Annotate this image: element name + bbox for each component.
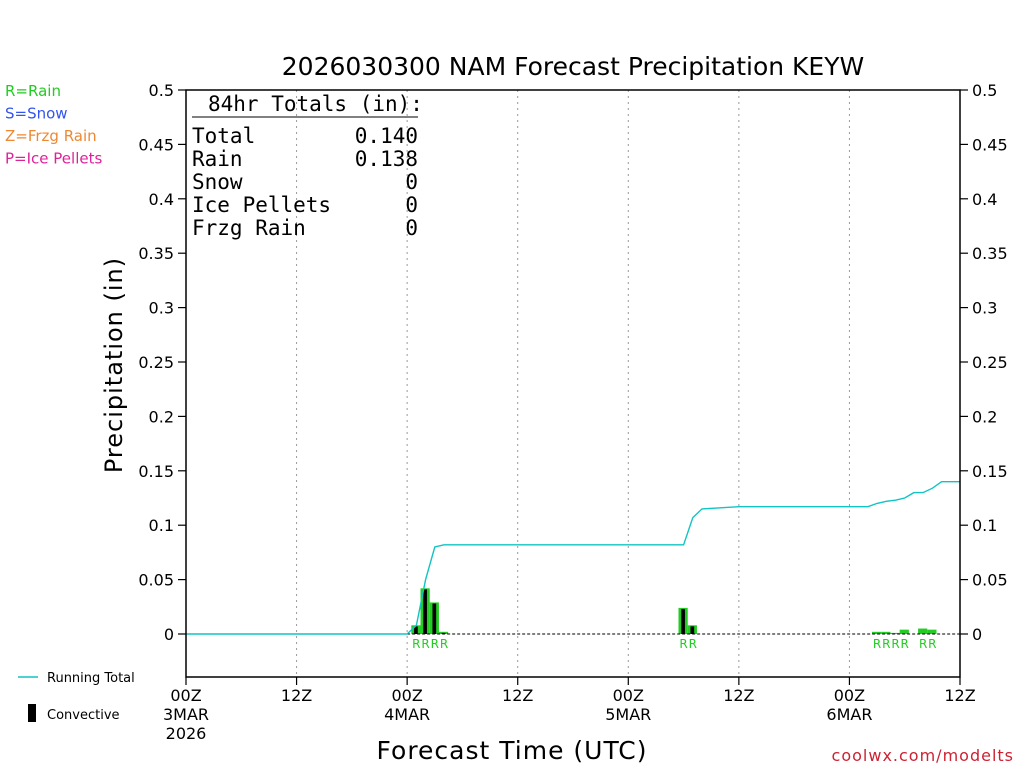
x-tick-label: 6MAR: [826, 705, 872, 724]
y-tick-label-right: 0.2: [972, 407, 997, 426]
ptype-label: R: [412, 637, 420, 651]
ptype-label: R: [679, 637, 687, 651]
x-tick-label: 12Z: [502, 686, 533, 705]
convective-bar: [690, 626, 695, 634]
ptype-label: R: [882, 637, 890, 651]
plot-frame: [185, 89, 961, 678]
y-axis-left: 0 0.05 0.1 0.15 0.2 0.25 0.3 0.35 0.4 0.45 0.5: [138, 81, 186, 644]
x-tick-label: 00Z: [613, 686, 644, 705]
y-tick-label-right: 0.05: [972, 571, 1008, 590]
x-tick-label: 00Z: [834, 686, 865, 705]
x-tick-label: 2026: [166, 724, 207, 743]
y-axis-label: Precipitation (in): [100, 257, 128, 473]
rain-bar: [872, 631, 882, 634]
convective-legend-swatch: [28, 704, 36, 722]
y-tick-label-left: 0.5: [149, 81, 174, 100]
rain-bar: [927, 629, 937, 634]
ptype-label: R: [440, 637, 448, 651]
ptype-legend-item: S=Snow: [5, 105, 68, 123]
ptype-label: R: [901, 637, 909, 651]
convective-bar: [432, 603, 437, 634]
ptype-label: R: [891, 637, 899, 651]
y-tick-label-left: 0.25: [138, 353, 174, 372]
x-tick-label: 3MAR: [163, 705, 209, 724]
y-tick-label-left: 0.1: [149, 516, 174, 535]
y-tick-label-right: 0.25: [972, 353, 1008, 372]
convective-bar: [441, 632, 446, 634]
totals-row-value: 0: [405, 170, 418, 194]
ptype-label: R: [689, 637, 697, 651]
y-tick-label-left: 0.35: [138, 244, 174, 263]
ptype-label: R: [431, 637, 439, 651]
ptype-legend-item: P=Ice Pellets: [5, 150, 102, 168]
ptype-label: R: [873, 637, 881, 651]
rain-bar: [918, 628, 928, 634]
y-tick-label-left: 0.2: [149, 407, 174, 426]
rain-bar: [881, 631, 891, 634]
totals-row-label: Frzg Rain: [192, 216, 306, 240]
y-tick-label-left: 0.4: [149, 190, 174, 209]
chart-title: 2026030300 NAM Forecast Precipitation KE…: [282, 52, 864, 81]
ptype-label: R: [919, 637, 927, 651]
y-tick-label-right: 0.35: [972, 244, 1008, 263]
ptype-label: R: [421, 637, 429, 651]
y-tick-label-right: 0.5: [972, 81, 997, 100]
y-tick-label-right: 0.1: [972, 516, 997, 535]
y-tick-label-right: 0.45: [972, 135, 1008, 154]
convective-bar: [414, 626, 418, 634]
grid-lines: [296, 90, 850, 677]
totals-row-label: Total: [192, 124, 255, 148]
ptype-legend: R=Rain S=Snow Z=Frzg Rain P=Ice Pellets: [5, 82, 102, 168]
ptype-label: R: [928, 637, 936, 651]
convective-bar: [423, 589, 427, 634]
x-tick-label: 00Z: [391, 686, 422, 705]
convective-bar: [681, 608, 685, 634]
totals-row-value: 0: [405, 216, 418, 240]
totals-row-label: Snow: [192, 170, 243, 194]
totals-box: 84hr Totals (in): Total 0.140 Rain 0.138 Sno…: [192, 92, 423, 240]
x-tick-label: 00Z: [170, 686, 201, 705]
rain-bar: [890, 632, 900, 634]
y-tick-label-right: 0: [972, 625, 982, 644]
x-tick-label: 4MAR: [384, 705, 430, 724]
totals-header: 84hr Totals (in):: [208, 92, 423, 116]
ptype-legend-item: R=Rain: [5, 82, 61, 100]
x-tick-label: 12Z: [723, 686, 754, 705]
y-tick-label-left: 0: [164, 625, 174, 644]
credit-text: coolwx.com/modelts: [832, 746, 1014, 765]
y-tick-label-right: 0.15: [972, 462, 1008, 481]
convective-legend-label: Convective: [47, 708, 120, 723]
y-tick-label-left: 0.05: [138, 571, 174, 590]
totals-row-value: 0.140: [355, 124, 418, 148]
running-total-line: [186, 481, 960, 635]
totals-row-value: 0.138: [355, 147, 418, 171]
x-tick-label: 5MAR: [605, 705, 651, 724]
running-total-legend-label: Running Total: [47, 671, 135, 686]
x-axis-label: Forecast Time (UTC): [377, 736, 648, 765]
y-axis-right: 0 0.05 0.1 0.15 0.2 0.25 0.3 0.35 0.4 0.45 0.5: [960, 81, 1008, 644]
y-tick-label-right: 0.3: [972, 299, 997, 318]
y-tick-label-left: 0.15: [138, 462, 174, 481]
x-tick-label: 12Z: [281, 686, 312, 705]
totals-row-label: Rain: [192, 147, 243, 171]
bars-group: [411, 588, 937, 634]
rain-bar: [899, 629, 909, 634]
x-tick-label: 12Z: [944, 686, 975, 705]
totals-row-value: 0: [405, 193, 418, 217]
ptype-legend-item: Z=Frzg Rain: [5, 127, 97, 145]
y-tick-label-right: 0.4: [972, 190, 997, 209]
y-tick-label-left: 0.3: [149, 299, 174, 318]
y-tick-label-left: 0.45: [138, 135, 174, 154]
totals-row-label: Ice Pellets: [192, 193, 331, 217]
